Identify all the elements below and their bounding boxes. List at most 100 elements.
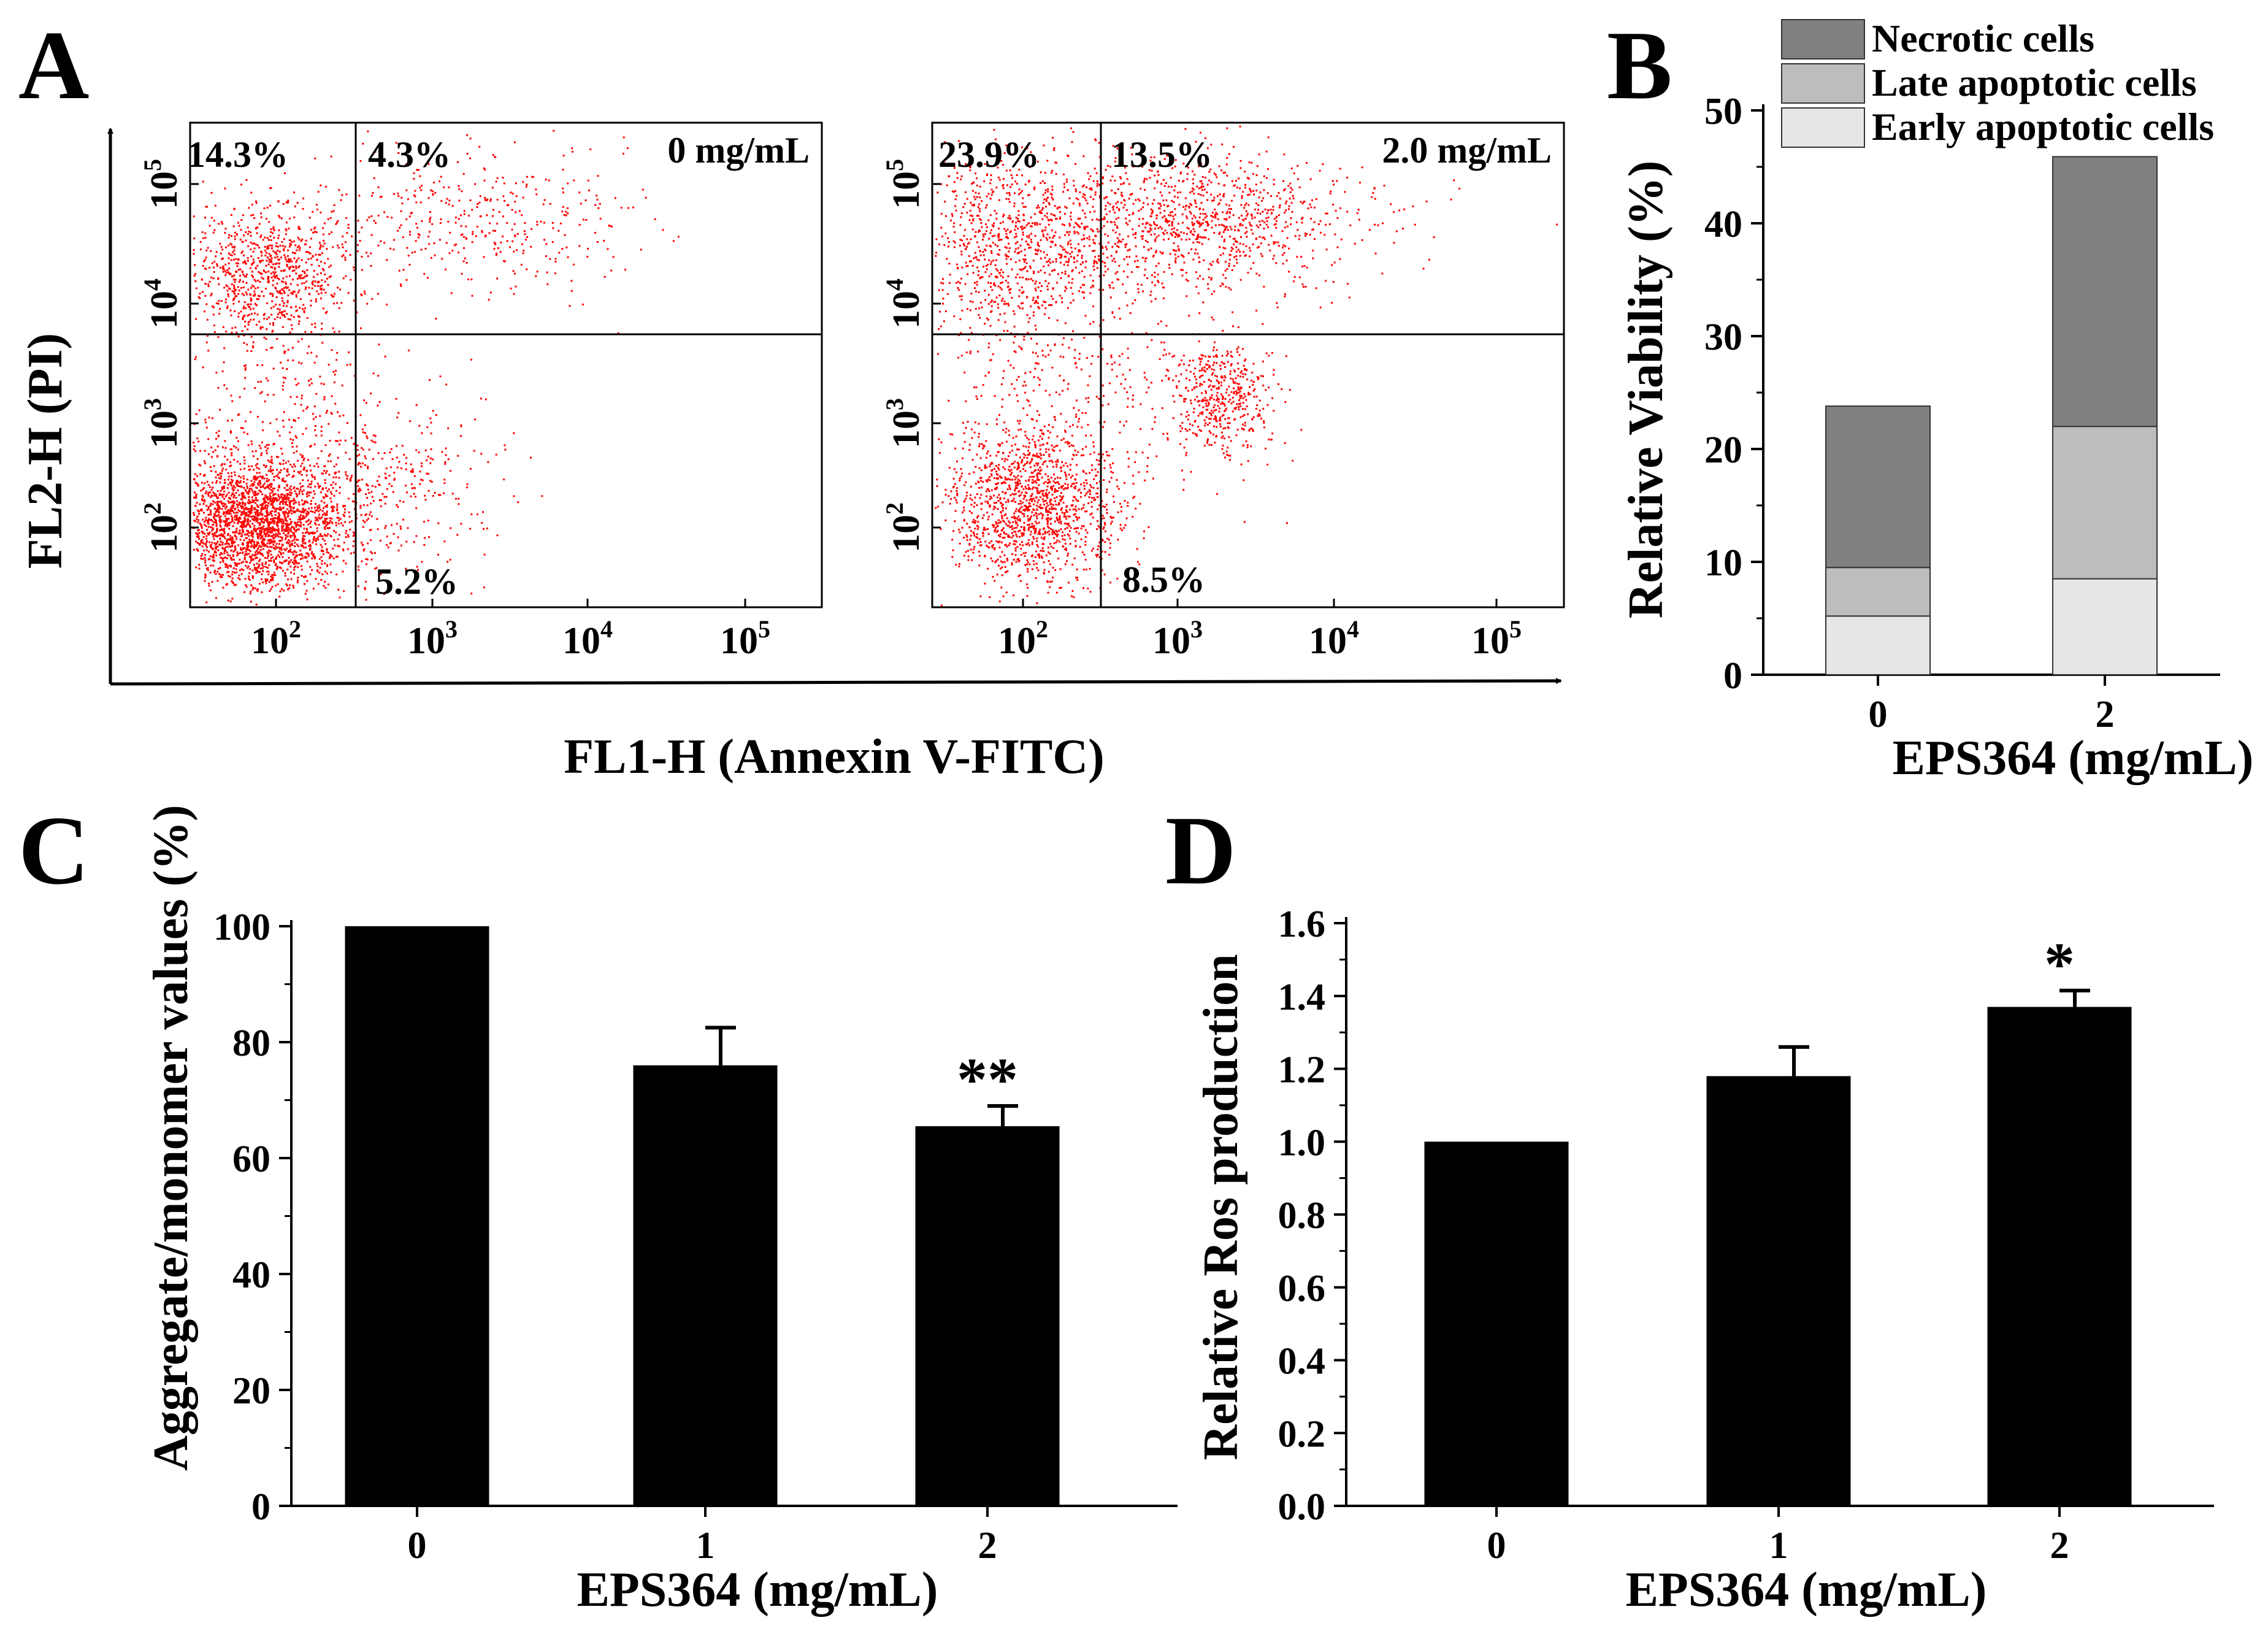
flow-event-dot bbox=[262, 475, 264, 478]
flow-event-dot bbox=[231, 577, 234, 580]
flow-event-dot bbox=[204, 418, 207, 421]
flow-event-dot bbox=[269, 521, 271, 524]
flow-event-dot bbox=[283, 270, 285, 272]
flow-event-dot bbox=[259, 295, 261, 297]
flow-event-dot bbox=[253, 564, 255, 566]
flow-event-dot bbox=[262, 501, 265, 504]
flow-event-dot bbox=[226, 307, 228, 309]
flow-event-dot bbox=[326, 490, 329, 493]
flow-event-dot bbox=[941, 501, 944, 504]
flow-event-dot bbox=[352, 545, 354, 547]
flow-event-dot bbox=[320, 297, 322, 300]
flow-event-dot bbox=[1062, 502, 1065, 504]
flow-event-dot bbox=[223, 384, 226, 386]
flow-event-dot bbox=[218, 283, 220, 285]
flow-event-dot bbox=[282, 277, 285, 280]
flow-event-dot bbox=[1088, 496, 1090, 499]
flow-event-dot bbox=[319, 567, 321, 569]
flow-event-dot bbox=[521, 243, 524, 245]
flow-event-dot bbox=[1058, 502, 1060, 504]
flow-event-dot bbox=[1109, 516, 1112, 518]
flow-event-dot bbox=[954, 520, 956, 523]
flow-event-dot bbox=[266, 477, 268, 480]
flow-event-dot bbox=[224, 274, 227, 277]
flow-event-dot bbox=[253, 519, 255, 521]
flow-event-dot bbox=[287, 498, 289, 501]
flow-event-dot bbox=[1011, 445, 1013, 447]
flow-event-dot bbox=[1108, 480, 1111, 483]
flow-event-dot bbox=[444, 462, 446, 465]
flow-event-dot bbox=[282, 314, 284, 317]
flow-event-dot bbox=[412, 470, 414, 472]
flow-event-dot bbox=[297, 323, 300, 325]
flow-event-dot bbox=[242, 475, 245, 477]
flow-event-dot bbox=[243, 301, 246, 304]
flow-event-dot bbox=[320, 535, 322, 537]
flow-event-dot bbox=[338, 431, 340, 434]
flow-event-dot bbox=[1103, 459, 1106, 462]
flow-event-dot bbox=[243, 517, 246, 520]
flow-event-dot bbox=[383, 452, 386, 454]
flow-event-dot bbox=[314, 429, 316, 431]
flow-event-dot bbox=[227, 542, 229, 545]
flow-event-dot bbox=[251, 535, 254, 538]
flow-event-dot bbox=[316, 565, 319, 567]
flow-event-dot bbox=[377, 452, 380, 455]
flow-event-dot bbox=[335, 521, 337, 524]
flow-event-dot bbox=[448, 186, 450, 188]
flow-event-dot bbox=[225, 510, 228, 513]
flow-event-dot bbox=[279, 509, 282, 512]
flow-event-dot bbox=[506, 222, 508, 225]
flow-event-dot bbox=[288, 239, 291, 242]
flow-event-dot bbox=[981, 502, 983, 505]
flow-event-dot bbox=[213, 516, 215, 519]
flow-event-dot bbox=[358, 479, 361, 482]
flow-event-dot bbox=[306, 469, 308, 472]
flow-event-dot bbox=[367, 466, 369, 468]
flow-event-dot bbox=[273, 561, 275, 563]
flow-event-dot bbox=[245, 513, 248, 516]
flow-event-dot bbox=[300, 522, 302, 524]
flow-event-dot bbox=[1036, 464, 1039, 467]
flow-event-dot bbox=[220, 221, 223, 223]
flow-event-dot bbox=[1040, 512, 1042, 515]
flow-event-dot bbox=[295, 539, 297, 541]
flow-event-dot bbox=[289, 217, 291, 220]
flow-event-dot bbox=[193, 496, 195, 499]
flow-event-dot bbox=[209, 466, 212, 469]
flow-event-dot bbox=[1031, 543, 1033, 545]
flow-event-dot bbox=[212, 305, 213, 307]
flow-event-dot bbox=[952, 549, 954, 551]
flow-event-dot bbox=[297, 545, 299, 547]
flow-event-dot bbox=[348, 458, 351, 460]
flow-event-dot bbox=[243, 275, 246, 277]
flow-x-tick-base: 10 bbox=[407, 620, 445, 662]
flow-event-dot bbox=[255, 557, 257, 559]
flow-event-dot bbox=[289, 396, 292, 398]
flow-event-dot bbox=[316, 527, 318, 529]
flow-event-dot bbox=[203, 260, 205, 263]
flow-event-dot bbox=[245, 564, 247, 567]
flow-event-dot bbox=[288, 245, 291, 248]
flow-event-dot bbox=[387, 546, 389, 548]
flow-event-dot bbox=[285, 228, 287, 231]
flow-event-dot bbox=[1010, 526, 1013, 528]
flow-event-dot bbox=[220, 540, 222, 543]
flow-event-dot bbox=[243, 554, 246, 556]
flow-event-dot bbox=[260, 234, 262, 237]
flow-event-dot bbox=[296, 510, 298, 512]
flow-event-dot bbox=[205, 505, 208, 507]
flow-event-dot bbox=[342, 236, 344, 237]
flow-event-dot bbox=[446, 198, 448, 200]
flow-event-dot bbox=[1000, 533, 1002, 535]
flow-event-dot bbox=[439, 180, 441, 183]
flow-event-dot bbox=[295, 561, 297, 563]
flow-event-dot bbox=[280, 493, 282, 496]
flow-event-dot bbox=[323, 398, 326, 401]
flow-event-dot bbox=[242, 525, 244, 528]
flow-event-dot bbox=[304, 593, 307, 595]
flow-event-dot bbox=[305, 512, 307, 515]
flow-event-dot bbox=[1008, 429, 1010, 432]
flow-event-dot bbox=[297, 471, 299, 473]
flow-event-dot bbox=[293, 240, 295, 242]
